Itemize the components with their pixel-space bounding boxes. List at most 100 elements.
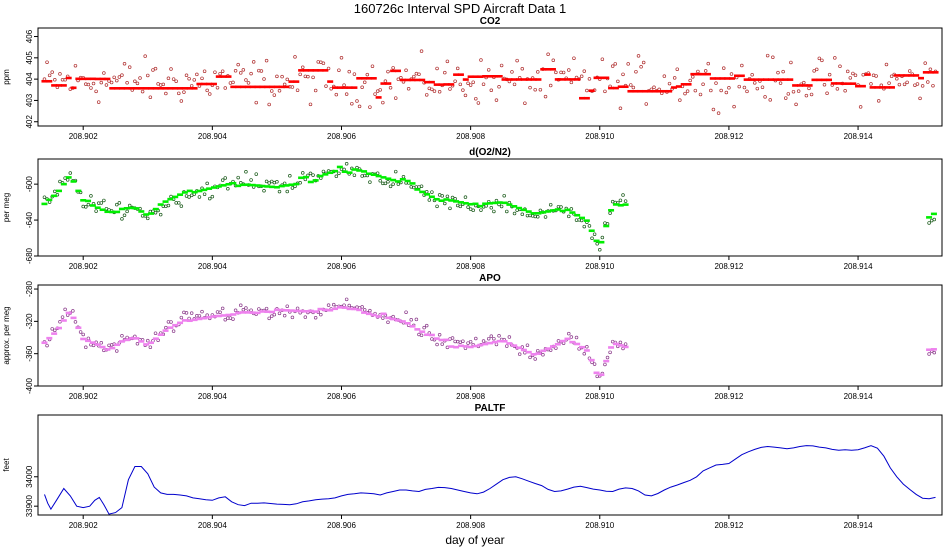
data-point: [781, 69, 785, 74]
data-point: [86, 336, 91, 341]
data-point: [858, 105, 863, 109]
data-point: [750, 72, 754, 77]
data-point: [636, 54, 641, 58]
data-point: [610, 64, 615, 68]
data-point: [264, 179, 269, 184]
data-point: [164, 325, 168, 330]
data-point: [843, 88, 847, 93]
data-point: [319, 312, 323, 317]
x-tick-label: 208.914: [844, 262, 873, 271]
x-tick-label: 208.910: [585, 132, 614, 141]
data-point: [538, 87, 543, 92]
data-point: [437, 90, 442, 94]
data-point: [393, 169, 398, 174]
data-point: [406, 87, 411, 91]
data-point: [817, 56, 822, 61]
data-point: [378, 88, 382, 92]
data-point: [835, 87, 840, 91]
data-point: [220, 69, 225, 73]
data-point: [776, 70, 780, 75]
data-point: [280, 74, 284, 79]
y-tick-label: -600: [25, 176, 34, 193]
data-point: [825, 91, 829, 96]
data-point: [115, 78, 119, 83]
data-point: [164, 91, 168, 96]
data-point: [169, 67, 173, 71]
data-point: [241, 307, 246, 312]
data-point: [492, 336, 496, 341]
data-point: [117, 75, 122, 79]
data-point: [285, 189, 289, 194]
data-point: [401, 175, 406, 179]
x-tick-label: 208.914: [844, 521, 873, 530]
data-point: [600, 235, 605, 240]
data-point: [94, 89, 98, 94]
y-tick-label: 404: [25, 72, 34, 86]
data-point: [820, 58, 824, 63]
data-point: [587, 77, 592, 81]
x-tick-label: 208.904: [198, 132, 227, 141]
data-point: [693, 88, 698, 93]
data-point: [313, 315, 318, 320]
data-point: [445, 194, 450, 199]
data-point: [277, 189, 282, 194]
data-point: [73, 320, 78, 324]
data-point: [802, 80, 806, 85]
y-axis-label: approx. per meg: [2, 306, 11, 364]
data-point: [386, 320, 390, 325]
data-point: [745, 89, 749, 94]
y-tick-label: -360: [25, 345, 34, 362]
plot-area: [41, 297, 937, 379]
data-point: [396, 77, 401, 82]
data-point: [246, 81, 251, 85]
data-point: [208, 92, 212, 96]
data-point: [528, 85, 532, 90]
data-point: [435, 66, 439, 71]
data-point: [115, 202, 119, 207]
data-point: [432, 89, 437, 93]
data-point: [481, 82, 486, 86]
data-point: [393, 96, 398, 100]
data-point: [437, 333, 442, 337]
data-point: [197, 314, 202, 318]
data-point: [486, 336, 491, 341]
data-point: [569, 80, 574, 85]
data-point: [337, 171, 341, 176]
data-point: [140, 89, 145, 94]
data-point: [290, 315, 295, 320]
data-point: [91, 81, 96, 86]
data-point: [306, 74, 310, 79]
data-point: [300, 65, 305, 70]
data-point: [360, 85, 364, 90]
data-point: [109, 80, 114, 85]
y-axis-label: ppm: [2, 69, 11, 85]
data-point: [427, 198, 432, 202]
data-point: [497, 85, 501, 89]
data-point: [851, 71, 855, 76]
data-point: [595, 242, 599, 246]
data-point: [569, 335, 574, 339]
data-point: [360, 305, 364, 309]
data-point: [626, 62, 630, 66]
data-point: [308, 171, 313, 176]
x-tick-label: 208.904: [198, 392, 227, 401]
plot-frame: [37, 27, 943, 127]
y-axis-label: feet: [2, 458, 11, 472]
data-point: [254, 100, 259, 105]
x-tick-label: 208.910: [585, 262, 614, 271]
data-point: [430, 87, 434, 92]
data-point: [213, 70, 217, 74]
data-point: [362, 308, 367, 312]
data-point: [239, 303, 243, 308]
data-point: [391, 182, 395, 186]
data-point: [146, 73, 150, 78]
data-point: [115, 349, 119, 353]
x-tick-label: 208.908: [456, 262, 485, 271]
data-point: [703, 69, 708, 73]
data-point: [362, 80, 367, 85]
data-point: [220, 306, 225, 311]
data-point: [210, 194, 215, 199]
data-point: [543, 94, 548, 99]
data-point: [827, 72, 832, 77]
data-point: [724, 90, 729, 95]
